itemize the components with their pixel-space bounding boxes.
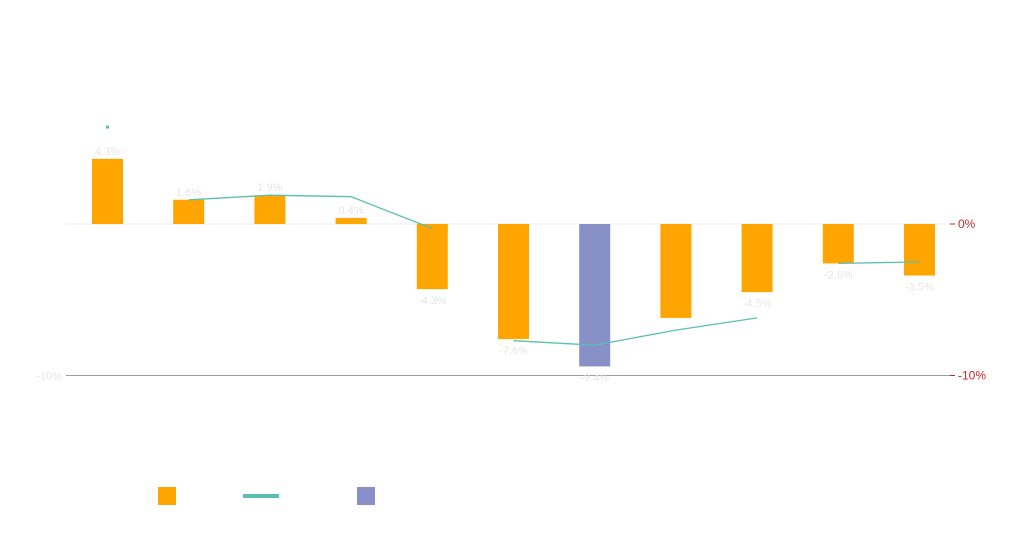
line-layer	[106, 125, 920, 346]
data-label-0-10: -3.5%	[905, 282, 934, 294]
data-label-1-6: -9.4%	[580, 372, 609, 384]
data-label-0-8: -4.5%	[743, 298, 772, 310]
bar-0-7	[660, 224, 692, 318]
line-segment-2-1	[188, 194, 433, 230]
bar-0-3	[335, 217, 367, 224]
bar-0-1	[173, 199, 205, 224]
legend-swatch-2	[357, 487, 375, 505]
line-segment-2-2	[513, 317, 758, 346]
bar-0-4	[416, 224, 448, 290]
data-label-0-2: 1.9%	[257, 182, 282, 194]
label-layer: 4.3% 1.6% 1.9% 0.4% -4.3% -7.6% -4.5% -2.6% -3.5…	[95, 146, 934, 385]
data-label-0-5: -7.6%	[499, 345, 528, 357]
bar-0-0	[92, 158, 123, 224]
data-label-0-1: 1.6%	[176, 187, 201, 199]
line-point-2-0	[106, 125, 109, 129]
bar-0-9	[822, 224, 854, 264]
legend-swatch-1	[243, 494, 279, 498]
axis-layer: -10% 0% -10%	[36, 217, 986, 383]
data-label-0-9: -2.6%	[824, 269, 853, 281]
bar-0-8	[741, 224, 773, 293]
left-axis-tick-0: -10%	[36, 371, 62, 383]
right-axis-tick-0: 0%	[958, 217, 976, 231]
bar-0-2	[254, 195, 286, 224]
line-segment-2-3	[838, 261, 920, 265]
bar-0-10	[904, 224, 935, 276]
legend-layer	[158, 487, 375, 505]
bar-layer	[92, 158, 935, 367]
right-axis-tick-1: -10%	[958, 369, 986, 383]
data-label-0-4: -4.3%	[418, 295, 447, 307]
bar-0-5	[498, 224, 529, 340]
data-label-0-3: 0.4%	[339, 205, 364, 217]
data-label-0-0: 4.3%	[95, 146, 120, 158]
legend-swatch-0	[158, 487, 176, 505]
